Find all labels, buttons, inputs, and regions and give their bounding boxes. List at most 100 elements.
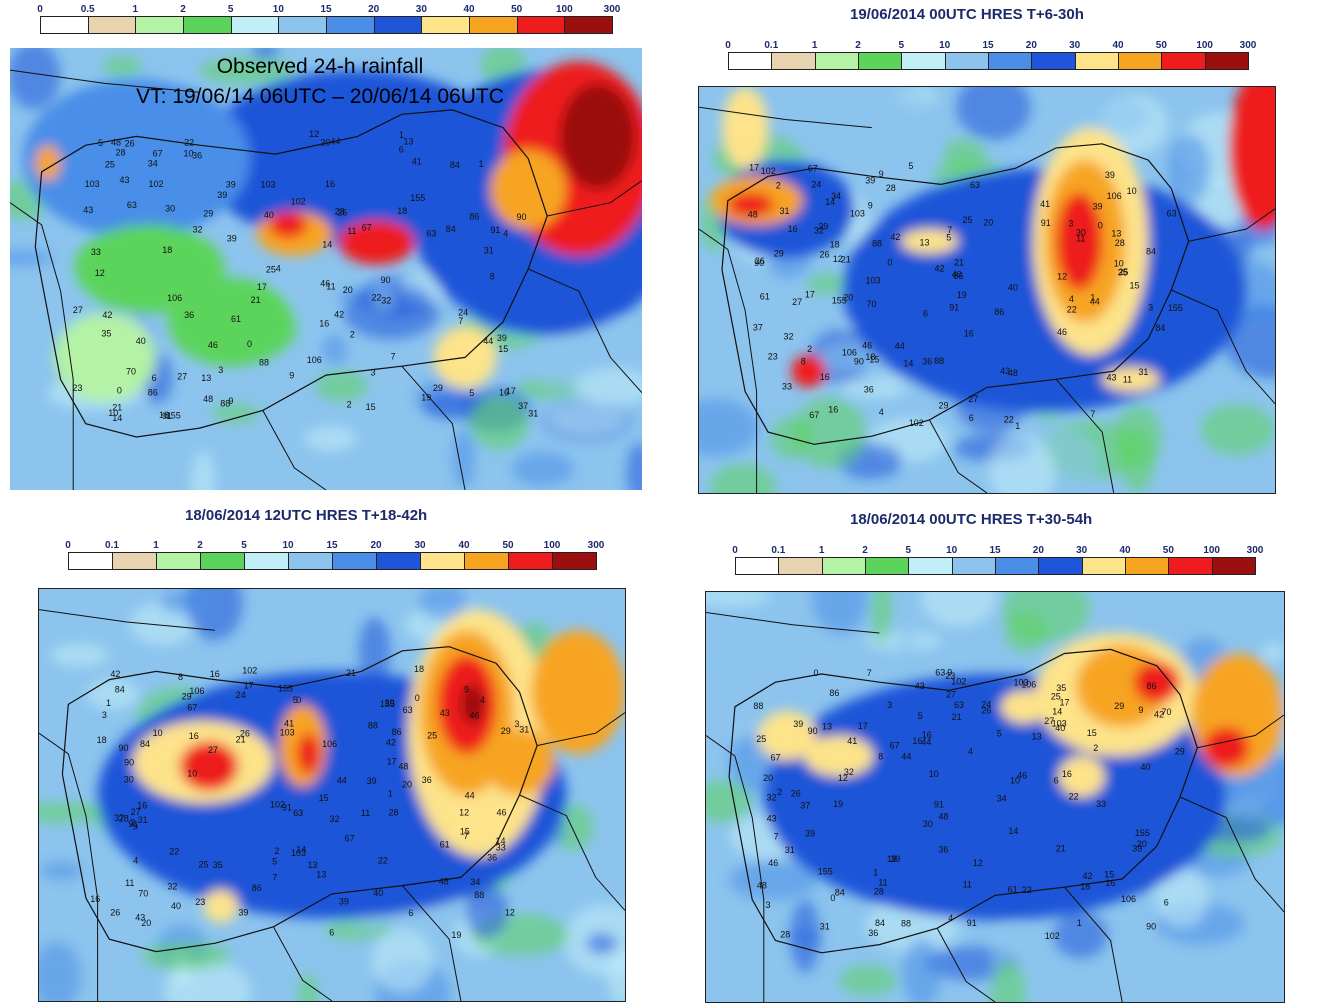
station-value: 11 — [963, 880, 972, 890]
station-value: 43 — [767, 814, 777, 824]
station-value: 88 — [474, 890, 484, 900]
border-line — [1188, 208, 1275, 242]
station-value: 7 — [464, 831, 469, 841]
colorbar-tick-label: 10 — [272, 4, 284, 15]
colorbar-tick-label: 1 — [153, 540, 159, 551]
station-value: 39 — [1093, 201, 1103, 211]
station-value: 44 — [465, 791, 475, 801]
colorbar-swatch — [112, 552, 157, 570]
colorbar-swatch — [230, 16, 280, 34]
station-value: 44 — [337, 776, 347, 786]
station-value: 26 — [125, 139, 135, 149]
station-value: 16 — [912, 736, 922, 746]
station-value: 26 — [820, 249, 830, 259]
station-value: 84 — [875, 918, 885, 928]
colorbar-swatch — [1168, 557, 1213, 575]
station-value: 48 — [111, 138, 121, 148]
station-value: 10 — [153, 728, 163, 738]
station-value: 20 — [1137, 839, 1147, 849]
colorbar-tick-label: 1 — [818, 545, 825, 556]
station-value: 48 — [439, 877, 449, 887]
station-value: 63 — [403, 705, 413, 715]
colorbar-tick-label: 20 — [1025, 40, 1037, 51]
station-value: 3 — [1148, 303, 1153, 313]
colorbar-swatch — [469, 16, 518, 34]
station-value: 37 — [800, 800, 810, 810]
colorbar-tick-label: 50 — [1155, 40, 1167, 51]
station-value: 4 — [503, 228, 508, 238]
colorbar-tick-label: 0.1 — [764, 40, 779, 51]
station-value: 20 — [983, 217, 993, 227]
station-value: 9 — [133, 821, 138, 831]
colorbar-tick-label: 20 — [368, 4, 380, 15]
station-value: 1 — [873, 868, 878, 878]
station-value: 22 — [1069, 792, 1079, 802]
station-value: 39 — [339, 897, 349, 907]
station-value: 15 — [1087, 728, 1097, 738]
station-value: 7 — [774, 831, 779, 841]
station-value: 103 — [85, 179, 100, 189]
station-value: 27 — [946, 690, 956, 700]
station-value: 20 — [343, 285, 353, 295]
station-value: 8 — [878, 752, 883, 762]
station-value: 46 — [497, 807, 507, 817]
station-value: 91 — [967, 918, 977, 928]
station-value: 61 — [231, 314, 241, 324]
colorbar-tick-label: 100 — [543, 540, 561, 551]
station-value: 11 — [1076, 234, 1085, 244]
station-value: 43 — [83, 205, 93, 215]
station-value: 88 — [368, 721, 378, 731]
panel-hres-18-42: 18/06/2014 12UTC HRES T+18-42h 0 0.1 1 2 5 10… — [0, 505, 660, 1008]
station-value: 6 — [1054, 775, 1059, 785]
colorbar-swatch — [564, 16, 613, 34]
station-value: 44 — [901, 752, 911, 762]
station-value: 32 — [381, 295, 391, 305]
station-value: 11 — [326, 282, 335, 292]
station-value: 18 — [414, 664, 424, 674]
station-value: 63 — [1167, 208, 1177, 218]
station-value: 67 — [345, 834, 355, 844]
station-value: 90 — [808, 726, 818, 736]
border-line — [519, 794, 625, 911]
station-value: 28 — [119, 814, 129, 824]
station-value: 1 — [1015, 421, 1020, 431]
station-value: 9 — [1138, 705, 1143, 715]
station-value: 4 — [276, 264, 281, 274]
station-value: 155 — [818, 867, 833, 877]
station-value: 15 — [366, 402, 376, 412]
station-value: 13 — [404, 136, 414, 146]
station-value: 20 — [141, 918, 151, 928]
station-value: 22 — [378, 856, 388, 866]
station-value: 3 — [766, 900, 771, 910]
colorbar-tick-label: 30 — [414, 540, 426, 551]
station-value: 61 — [440, 840, 450, 850]
station-value: 102 — [149, 179, 164, 189]
colorbar-tick-label: 30 — [1076, 545, 1088, 556]
station-value: 13 — [201, 373, 211, 383]
station-value: 84 — [1155, 323, 1165, 333]
station-value: 67 — [890, 740, 900, 750]
station-value: 39 — [793, 719, 803, 729]
station-value: 39 — [385, 698, 395, 708]
station-value: 61 — [1008, 884, 1018, 894]
station-value: 36 — [422, 775, 432, 785]
station-value: 46 — [768, 858, 778, 868]
station-value: 86 — [1147, 681, 1157, 691]
station-value: 25 — [199, 859, 209, 869]
station-value: 70 — [126, 366, 136, 376]
station-value: 44 — [895, 341, 905, 351]
colorbar-tick-label: 0 — [732, 545, 738, 556]
station-value: 25 — [427, 730, 437, 740]
station-value: 102 — [291, 196, 306, 206]
station-value: 40 — [952, 269, 962, 279]
station-value: 88 — [901, 919, 911, 929]
station-value: 17 — [506, 386, 516, 396]
station-value: 25 — [756, 734, 766, 744]
station-value: 16 — [788, 224, 798, 234]
station-value: 14 — [322, 240, 332, 250]
station-value: 102 — [1045, 931, 1060, 941]
station-value: 39 — [227, 234, 237, 244]
station-value: 23 — [768, 352, 778, 362]
station-value: 2 — [1093, 743, 1098, 753]
colorbar-tick-label: 10 — [946, 545, 958, 556]
